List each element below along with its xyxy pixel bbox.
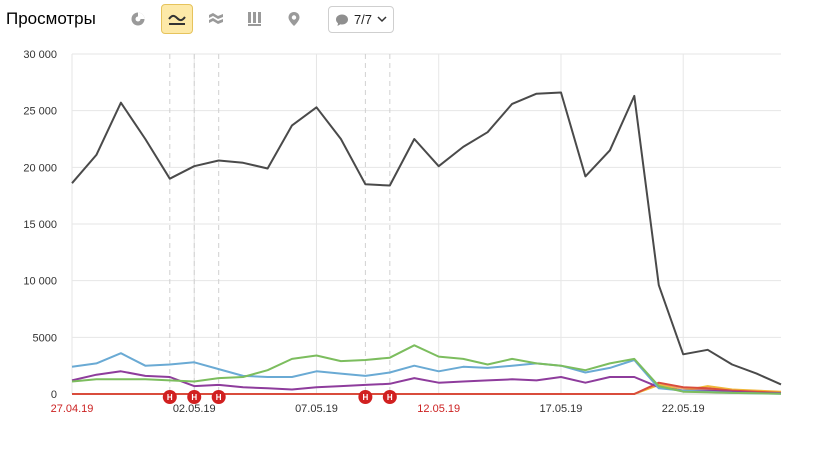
series-selector[interactable]: 7/7 [328, 6, 394, 33]
x-tick-label: 22.05.19 [662, 403, 705, 415]
pie-chart-button[interactable] [122, 4, 154, 34]
line-chart-icon [168, 14, 186, 25]
y-tick-label: 30 000 [23, 49, 57, 61]
series-1-line [71, 91, 782, 386]
bar-chart-icon [248, 12, 261, 26]
line-chart: 30 000 25 000 20 000 15 000 10 000 5000 0 27.04… [23, 49, 782, 415]
y-tick-label: 0 [51, 389, 57, 401]
annotation-label: H [167, 393, 173, 402]
line-chart-button[interactable] [161, 4, 193, 34]
series-3-line [71, 352, 782, 395]
y-tick-label: 20 000 [23, 162, 57, 174]
x-tick-label: 07.05.19 [295, 403, 338, 415]
map-button[interactable] [278, 4, 310, 34]
annotation-label: H [216, 393, 222, 402]
annotation-marker [382, 390, 397, 404]
area-chart-icon [209, 13, 223, 24]
bar-chart-button[interactable] [239, 4, 271, 34]
annotation-label: H [362, 393, 368, 402]
series-2-line [71, 344, 782, 395]
x-tick-label: 17.05.19 [540, 403, 583, 415]
annotation-marker [162, 390, 177, 404]
y-tick-label: 10 000 [23, 276, 57, 288]
annotation-marker [187, 390, 202, 404]
y-tick-label: 15 000 [23, 219, 57, 231]
chart-title: Просмотры [6, 9, 96, 28]
pie-chart-icon [131, 12, 145, 26]
area-chart-button[interactable] [200, 4, 232, 34]
annotation-label: H [387, 393, 393, 402]
x-tick-label: 27.04.19 [51, 403, 94, 415]
map-marker-icon [288, 11, 300, 26]
annotation-marker [211, 390, 226, 404]
x-tick-label: 12.05.19 [417, 403, 460, 415]
x-tick-label: 02.05.19 [173, 403, 216, 415]
chart-toolbar: Просмотры [0, 0, 813, 40]
chevron-down-icon [377, 16, 387, 23]
y-tick-label: 5000 [33, 332, 57, 344]
series-counter: 7/7 [353, 12, 373, 27]
comment-icon [335, 14, 348, 26]
y-tick-label: 25 000 [23, 106, 57, 118]
annotation-label: H [191, 393, 197, 402]
annotation-marker [358, 390, 373, 404]
